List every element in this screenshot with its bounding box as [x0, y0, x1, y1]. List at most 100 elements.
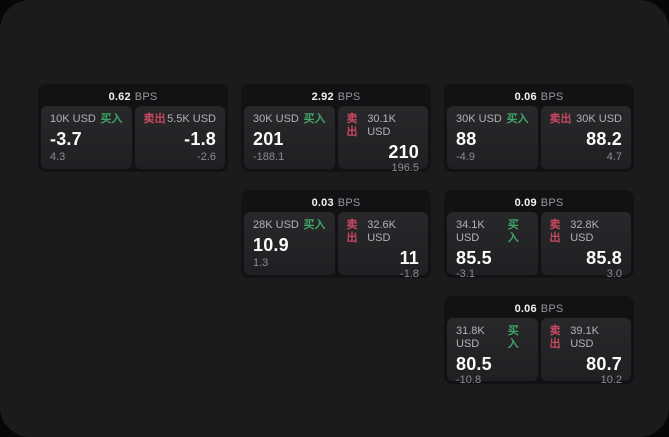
sell-panel[interactable]: 卖出 32.6K USD 11 -1.8	[337, 212, 428, 280]
bps-unit-label: BPS	[337, 196, 361, 209]
sell-header-row: 卖出 32.8K USD	[550, 219, 623, 245]
buy-amount: 10K USD	[50, 113, 96, 125]
sell-side-label: 卖出	[549, 325, 561, 350]
buy-price: 85.5	[456, 248, 492, 268]
card-header: 0.06 BPS	[447, 299, 631, 318]
sell-price: 88.2	[586, 129, 622, 149]
sell-header-row: 卖出 30.1K USD	[347, 113, 420, 139]
sell-sub-value: -2.6	[197, 151, 216, 163]
bps-value: 0.09	[514, 196, 537, 209]
buy-header-row: 31.8K USD 买入	[456, 325, 529, 351]
bps-card: 0.06 BPS 31.8K USD 买入 80.5 -10.8 卖出 39.1…	[444, 296, 634, 386]
buy-sub-value: -3.1	[456, 268, 475, 280]
buy-amount: 30K USD	[456, 113, 502, 125]
buy-side-label: 买入	[506, 113, 529, 125]
quote-panels: 10K USD 买入 -3.7 4.3 卖出 5.5K USD -1.8 -2.…	[41, 106, 225, 169]
buy-panel[interactable]: 30K USD 买入 88 -4.9	[447, 106, 538, 169]
buy-header-row: 10K USD 买入	[50, 113, 123, 126]
sell-side-label: 卖出	[346, 219, 358, 244]
sell-sub-value: 3.0	[606, 268, 622, 280]
buy-amount: 30K USD	[253, 113, 299, 125]
buy-sub-value: -10.8	[456, 374, 482, 386]
bps-unit-label: BPS	[540, 302, 564, 315]
buy-sub-value: -4.9	[456, 151, 475, 163]
quote-panels: 31.8K USD 买入 80.5 -10.8 卖出 39.1K USD 80.…	[447, 318, 631, 386]
sell-amount: 5.5K USD	[167, 113, 216, 125]
sell-panel[interactable]: 卖出 30.1K USD 210 196.5	[337, 106, 428, 174]
quote-panels: 30K USD 买入 201 -188.1 卖出 30.1K USD 210 1…	[244, 106, 428, 174]
sell-amount: 32.8K USD	[570, 219, 599, 244]
sell-panel[interactable]: 卖出 39.1K USD 80.7 10.2	[540, 318, 631, 386]
card-header: 0.09 BPS	[447, 193, 631, 212]
buy-sub-value: 1.3	[253, 257, 269, 269]
sell-side-label: 卖出	[346, 113, 358, 138]
buy-side-label: 买入	[303, 113, 326, 125]
sell-price: 85.8	[586, 248, 622, 268]
buy-price: -3.7	[50, 129, 82, 149]
buy-amount: 34.1K USD	[456, 219, 485, 244]
buy-side-label: 买入	[303, 219, 326, 231]
buy-side-label: 买入	[507, 325, 519, 350]
bps-value: 2.92	[311, 90, 334, 103]
sell-price: 80.7	[586, 354, 622, 374]
bps-value: 0.06	[514, 90, 537, 103]
sell-sub-value: 196.5	[391, 162, 419, 174]
sell-header-row: 卖出 30K USD	[550, 113, 623, 126]
quote-panels: 30K USD 买入 88 -4.9 卖出 30K USD 88.2 4.7	[447, 106, 631, 169]
sell-panel[interactable]: 卖出 5.5K USD -1.8 -2.6	[134, 106, 225, 169]
sell-price: -1.8	[184, 129, 216, 149]
bps-card: 2.92 BPS 30K USD 买入 201 -188.1 卖出 30.1K …	[241, 84, 431, 174]
buy-price: 88	[456, 129, 477, 149]
sell-sub-value: -1.8	[400, 268, 419, 280]
sell-header-row: 卖出 32.6K USD	[347, 219, 420, 245]
buy-header-row: 28K USD 买入	[253, 219, 326, 232]
sell-amount: 39.1K USD	[570, 325, 599, 350]
buy-price: 201	[253, 129, 284, 149]
sell-side-label: 卖出	[143, 113, 166, 125]
buy-header-row: 30K USD 买入	[456, 113, 529, 126]
sell-panel[interactable]: 卖出 30K USD 88.2 4.7	[540, 106, 631, 169]
quote-panels: 34.1K USD 买入 85.5 -3.1 卖出 32.8K USD 85.8…	[447, 212, 631, 280]
card-header: 0.06 BPS	[447, 87, 631, 106]
buy-panel[interactable]: 30K USD 买入 201 -188.1	[244, 106, 335, 169]
buy-price: 80.5	[456, 354, 492, 374]
sell-amount: 30K USD	[576, 113, 622, 125]
quote-panels: 28K USD 买入 10.9 1.3 卖出 32.6K USD 11 -1.8	[244, 212, 428, 280]
buy-sub-value: 4.3	[50, 151, 66, 163]
bps-value: 0.03	[311, 196, 334, 209]
buy-panel[interactable]: 34.1K USD 买入 85.5 -3.1	[447, 212, 538, 280]
buy-price: 10.9	[253, 235, 289, 255]
sell-sub-value: 10.2	[600, 374, 622, 386]
buy-amount: 28K USD	[253, 219, 299, 231]
bps-value: 0.06	[514, 302, 537, 315]
buy-header-row: 30K USD 买入	[253, 113, 326, 126]
card-header: 0.03 BPS	[244, 193, 428, 212]
sell-sub-value: 4.7	[606, 151, 622, 163]
sell-side-label: 卖出	[549, 219, 561, 244]
card-header: 2.92 BPS	[244, 87, 428, 106]
bps-card: 0.09 BPS 34.1K USD 买入 85.5 -3.1 卖出 32.8K…	[444, 190, 634, 280]
buy-header-row: 34.1K USD 买入	[456, 219, 529, 245]
sell-amount: 30.1K USD	[367, 113, 396, 138]
buy-side-label: 买入	[100, 113, 123, 125]
sell-price: 11	[399, 248, 419, 268]
bps-value: 0.62	[108, 90, 131, 103]
sell-price: 210	[388, 142, 419, 162]
buy-panel[interactable]: 10K USD 买入 -3.7 4.3	[41, 106, 132, 169]
bps-card: 0.03 BPS 28K USD 买入 10.9 1.3 卖出 32.6K US…	[241, 190, 431, 280]
buy-sub-value: -188.1	[253, 151, 285, 163]
buy-amount: 31.8K USD	[456, 325, 485, 350]
buy-panel[interactable]: 28K USD 买入 10.9 1.3	[244, 212, 335, 275]
sell-panel[interactable]: 卖出 32.8K USD 85.8 3.0	[540, 212, 631, 280]
bps-card: 0.62 BPS 10K USD 买入 -3.7 4.3 卖出 5.5K USD…	[38, 84, 228, 172]
buy-panel[interactable]: 31.8K USD 买入 80.5 -10.8	[447, 318, 538, 386]
card-header: 0.62 BPS	[41, 87, 225, 106]
buy-side-label: 买入	[507, 219, 519, 244]
sell-header-row: 卖出 39.1K USD	[550, 325, 623, 351]
bps-card: 0.06 BPS 30K USD 买入 88 -4.9 卖出 30K USD 8…	[444, 84, 634, 172]
sell-header-row: 卖出 5.5K USD	[144, 113, 217, 126]
cards-grid: 0.62 BPS 10K USD 买入 -3.7 4.3 卖出 5.5K USD…	[38, 84, 634, 386]
sell-amount: 32.6K USD	[367, 219, 396, 244]
bps-unit-label: BPS	[540, 90, 564, 103]
bps-unit-label: BPS	[134, 90, 158, 103]
